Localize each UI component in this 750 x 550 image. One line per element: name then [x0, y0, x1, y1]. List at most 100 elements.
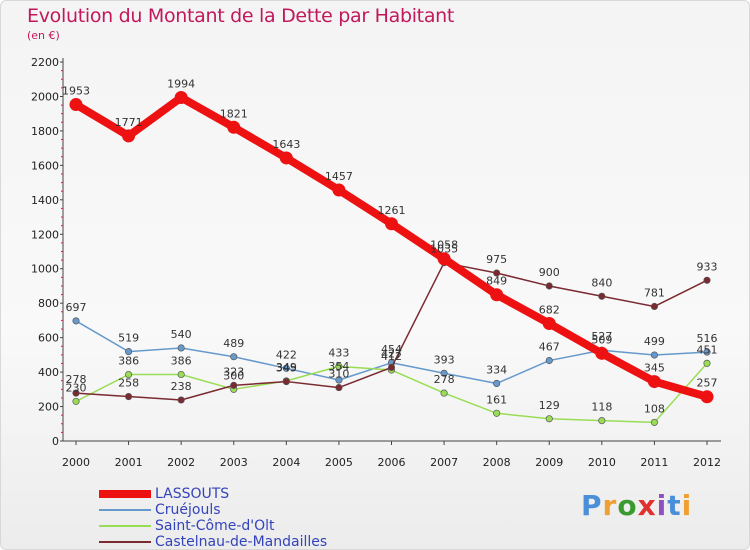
data-point [177, 370, 185, 379]
x-tick-label: 2002 [167, 456, 195, 469]
data-point [282, 378, 290, 386]
data-point [493, 409, 501, 417]
legend-label: Cruéjouls [155, 502, 221, 518]
data-label: 238 [171, 380, 192, 393]
data-label: 230 [66, 381, 87, 394]
data-point [125, 393, 133, 401]
y-tick-label: 800 [38, 297, 59, 310]
y-tick-label: 2200 [31, 56, 59, 69]
data-point [122, 129, 136, 143]
data-label: 1035 [430, 243, 458, 256]
data-label: 258 [118, 377, 139, 390]
y-tick-label: 1600 [31, 159, 59, 172]
data-label: 278 [434, 373, 455, 386]
data-point [125, 370, 133, 379]
data-point [230, 353, 238, 361]
chart-title: Evolution du Montant de la Dette par Hab… [27, 5, 455, 27]
data-label: 1821 [220, 107, 248, 120]
data-label: 427 [381, 347, 402, 360]
data-label: 1643 [272, 138, 300, 151]
logo-letter: x [637, 489, 657, 522]
data-label: 310 [328, 368, 349, 381]
data-label: 386 [171, 355, 192, 368]
data-label: 129 [539, 399, 560, 412]
legend-swatch [99, 509, 151, 511]
data-point [72, 397, 80, 405]
data-label: 300 [223, 369, 244, 382]
data-point [595, 346, 609, 360]
logo-letter: P [581, 489, 603, 522]
data-label: 540 [171, 328, 192, 341]
x-tick-label: 2005 [325, 456, 353, 469]
data-point [598, 417, 606, 425]
data-label: 451 [697, 343, 718, 356]
x-tick-label: 2011 [640, 456, 668, 469]
data-label: 257 [697, 377, 718, 390]
data-label: 345 [276, 362, 297, 375]
data-point [440, 389, 448, 397]
data-point [174, 90, 188, 104]
y-tick-label: 1800 [31, 125, 59, 138]
data-point [72, 389, 80, 397]
data-label: 354 [328, 360, 349, 373]
data-point [545, 282, 553, 290]
data-point [545, 415, 553, 423]
data-point [72, 317, 80, 325]
x-tick-label: 2010 [588, 456, 616, 469]
data-label: 1994 [167, 77, 195, 90]
data-label: 527 [591, 330, 612, 343]
data-point [385, 217, 398, 231]
data-label: 900 [539, 266, 560, 279]
data-point [69, 98, 83, 112]
data-label: 1771 [115, 116, 143, 129]
x-tick-label: 2006 [378, 456, 406, 469]
data-point [650, 418, 658, 426]
y-tick-label: 400 [38, 366, 59, 379]
legend-label: Saint-Côme-d'Olt [155, 518, 275, 534]
data-point [227, 120, 241, 134]
logo-letter: t [667, 489, 682, 522]
data-point [700, 390, 714, 404]
data-point [490, 288, 504, 302]
logo-letter: i [681, 489, 693, 522]
y-tick-label: 0 [52, 435, 59, 448]
data-point [177, 396, 185, 404]
data-point [493, 269, 501, 277]
data-point [335, 384, 343, 392]
chart-subtitle: (en €) [27, 29, 60, 42]
x-tick-label: 2000 [62, 456, 90, 469]
data-point [282, 364, 290, 372]
data-label: 933 [697, 260, 718, 273]
x-tick-label: 2004 [272, 456, 300, 469]
data-point [335, 362, 343, 370]
data-point [598, 292, 606, 300]
data-label: 697 [66, 301, 87, 314]
y-tick-label: 1400 [31, 194, 59, 207]
data-label: 682 [539, 304, 560, 317]
legend-swatch [99, 541, 151, 543]
data-label: 509 [591, 333, 612, 346]
logo-letter: i [656, 489, 668, 522]
logo-letter: o [617, 489, 638, 522]
data-label: 1261 [378, 204, 406, 217]
data-label: 393 [434, 353, 455, 366]
data-point [703, 276, 711, 284]
data-label: 840 [591, 276, 612, 289]
data-label: 108 [644, 402, 665, 415]
data-point [650, 351, 658, 359]
x-tick-label: 2012 [693, 456, 721, 469]
data-label: 349 [276, 361, 297, 374]
data-point [703, 359, 711, 367]
data-label: 489 [223, 337, 244, 350]
data-point [125, 348, 133, 356]
data-label: 975 [486, 253, 507, 266]
y-tick-label: 1200 [31, 228, 59, 241]
data-point [335, 376, 343, 384]
y-tick-label: 200 [38, 401, 59, 414]
data-point [545, 356, 553, 365]
data-label: 499 [644, 335, 665, 348]
data-label: 412 [381, 350, 402, 363]
data-label: 781 [644, 286, 665, 299]
data-point [332, 183, 346, 197]
